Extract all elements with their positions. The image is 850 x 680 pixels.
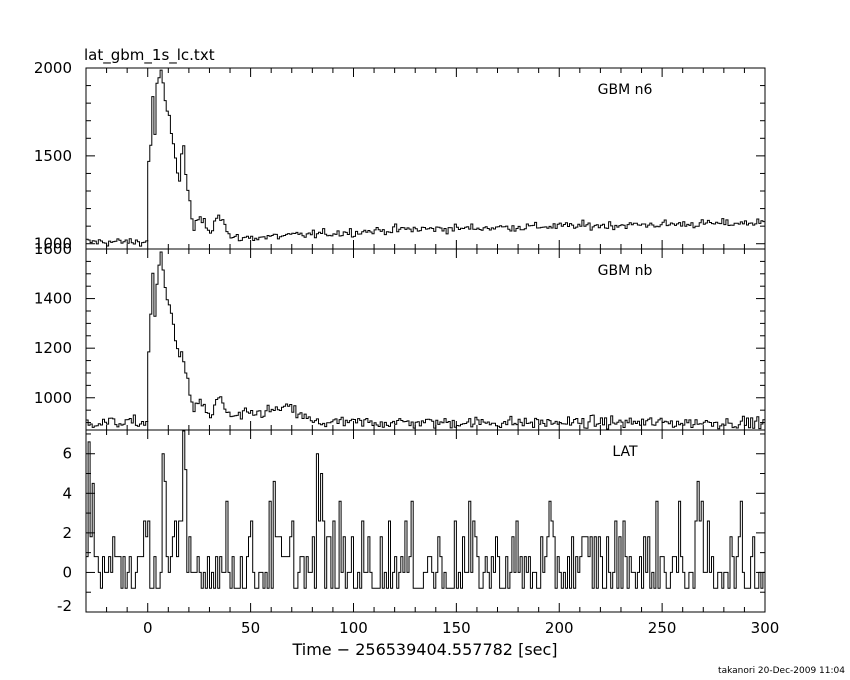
y-tick-label: 0 xyxy=(62,563,72,581)
x-tick-label: 100 xyxy=(339,619,368,637)
y-tick-label: 4 xyxy=(62,484,72,502)
panel-frame xyxy=(85,429,766,613)
y-tick-label: 1400 xyxy=(34,290,72,308)
y-tick-label: 1500 xyxy=(34,147,72,165)
x-tick-label: 200 xyxy=(545,619,574,637)
footer-timestamp: takanori 20-Dec-2009 11:04 xyxy=(718,666,845,676)
panel-frame xyxy=(85,248,766,431)
y-tick-label: 1000 xyxy=(34,389,72,407)
y-tick-label: -2 xyxy=(57,597,72,615)
x-tick-label: 150 xyxy=(442,619,471,637)
x-tick-label: 0 xyxy=(143,619,153,637)
y-tick-label: 6 xyxy=(62,445,72,463)
x-axis-title: Time − 256539404.557782 [sec] xyxy=(291,640,557,659)
y-tick-label: 2 xyxy=(62,524,72,542)
y-tick-label: 2000 xyxy=(34,59,72,77)
x-tick-label: 300 xyxy=(751,619,780,637)
x-tick-label: 250 xyxy=(648,619,677,637)
series-label-lat: LAT xyxy=(612,444,638,460)
file-title: lat_gbm_1s_lc.txt xyxy=(84,46,215,65)
x-axis: 0 50 100 150 200 250 300 xyxy=(143,619,779,637)
series-label-gbm-n6: GBM n6 xyxy=(598,82,653,98)
y-tick-label: 1000 xyxy=(34,235,72,253)
panel-gbm-n6: 1000 1500 2000 GBM n6 xyxy=(34,59,766,253)
series-line-lat xyxy=(86,430,765,589)
series-line-gbm-n6 xyxy=(86,69,765,247)
x-tick-label: 50 xyxy=(241,619,260,637)
panel-gbm-nb: 1000 1200 1400 1600 GBM nb xyxy=(34,240,766,431)
y-tick-label: 1200 xyxy=(34,339,72,357)
series-line-gbm-nb xyxy=(86,251,765,430)
y-tick-label: 1600 xyxy=(34,240,72,258)
panel-lat: -2 0 2 4 6 LAT xyxy=(57,429,766,615)
panels-group: 1000 1500 2000 GBM n6 1000 1200 1400 1600 GBM nb… xyxy=(34,59,766,615)
series-label-gbm-nb: GBM nb xyxy=(598,263,653,279)
